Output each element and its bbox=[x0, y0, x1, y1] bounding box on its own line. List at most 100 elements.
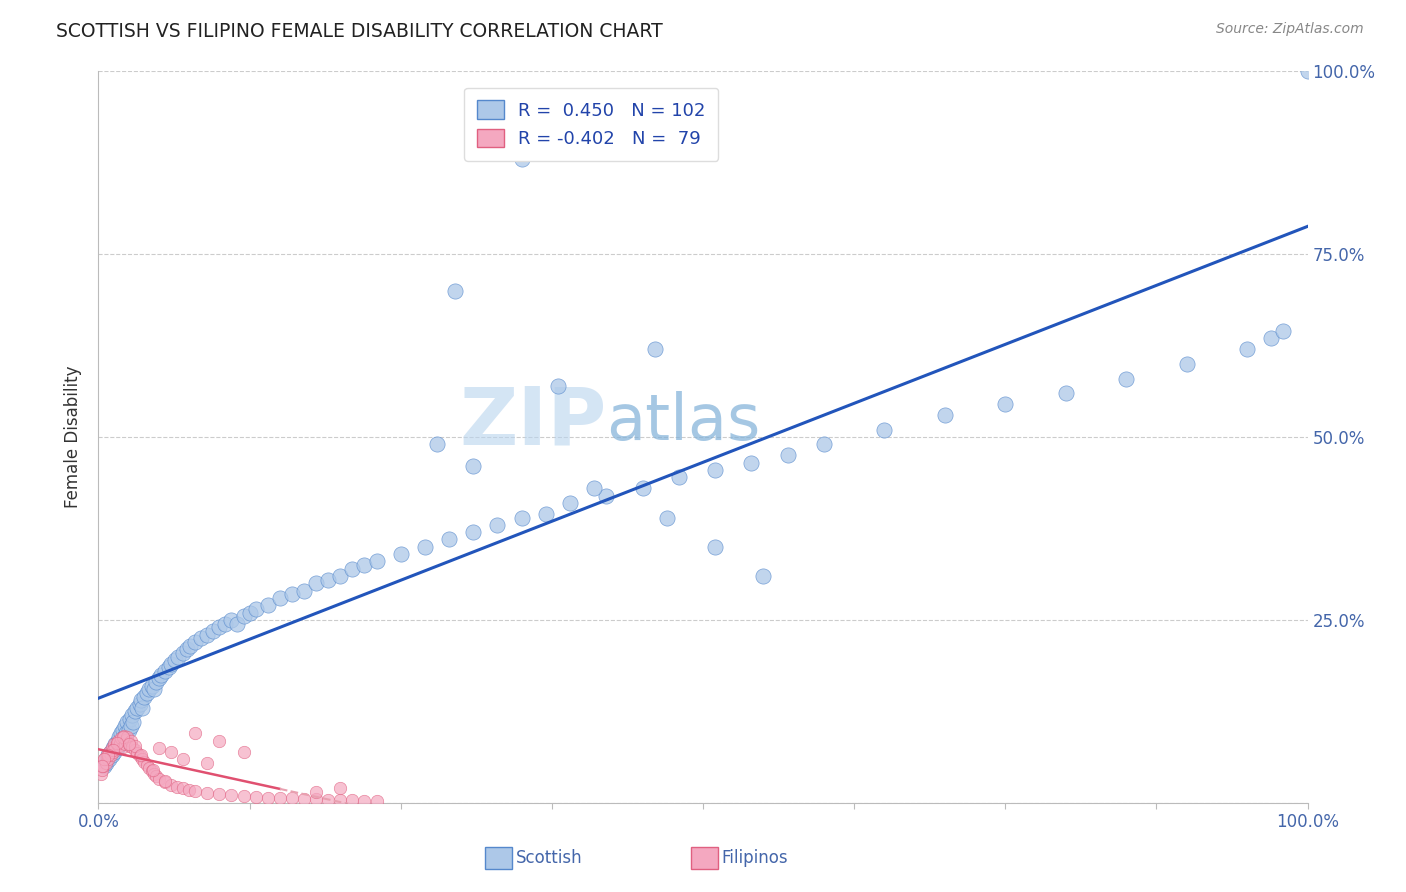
Point bbox=[256, 599, 278, 613]
Point bbox=[245, 789, 267, 804]
Point bbox=[141, 764, 163, 778]
Point bbox=[256, 790, 278, 805]
Point bbox=[122, 715, 145, 730]
Point bbox=[107, 733, 129, 747]
Point bbox=[100, 748, 122, 763]
Point bbox=[98, 745, 121, 759]
Point bbox=[1175, 357, 1198, 371]
Point bbox=[245, 602, 267, 616]
Point bbox=[366, 554, 388, 568]
Point bbox=[160, 745, 183, 759]
Point bbox=[463, 101, 485, 115]
Point bbox=[117, 730, 139, 744]
Point bbox=[124, 739, 146, 753]
Point bbox=[269, 791, 291, 805]
Point bbox=[97, 752, 120, 766]
Point bbox=[153, 773, 176, 788]
Point bbox=[101, 740, 124, 755]
Point bbox=[486, 517, 509, 532]
Point bbox=[353, 558, 375, 573]
FancyBboxPatch shape bbox=[485, 847, 512, 869]
Point bbox=[704, 463, 727, 477]
Point bbox=[172, 781, 194, 796]
Point bbox=[329, 569, 352, 583]
Point bbox=[389, 547, 412, 561]
Point bbox=[93, 752, 115, 766]
Point bbox=[305, 785, 328, 799]
Point bbox=[631, 481, 654, 495]
Point bbox=[131, 700, 153, 714]
Point bbox=[426, 437, 449, 451]
Point bbox=[329, 793, 352, 807]
Point bbox=[94, 756, 117, 770]
Point bbox=[195, 786, 218, 800]
Point bbox=[118, 737, 141, 751]
Point bbox=[1296, 64, 1319, 78]
Point bbox=[120, 719, 142, 733]
Point bbox=[129, 748, 152, 763]
Point bbox=[740, 456, 762, 470]
Text: Scottish: Scottish bbox=[516, 848, 582, 867]
Point bbox=[269, 591, 291, 605]
Point bbox=[127, 700, 149, 714]
Point bbox=[776, 448, 799, 462]
Point bbox=[329, 781, 352, 796]
Point bbox=[534, 507, 557, 521]
Point bbox=[111, 730, 134, 744]
Point bbox=[655, 510, 678, 524]
Point bbox=[107, 733, 129, 747]
Point bbox=[184, 726, 207, 740]
Point bbox=[118, 712, 141, 726]
Point bbox=[463, 459, 485, 474]
Point bbox=[208, 620, 231, 634]
Point bbox=[124, 705, 146, 719]
Point bbox=[226, 616, 249, 631]
Text: Filipinos: Filipinos bbox=[721, 848, 787, 867]
Point bbox=[232, 609, 254, 624]
Point bbox=[994, 397, 1017, 411]
Point bbox=[510, 152, 533, 166]
Point bbox=[167, 649, 190, 664]
Point bbox=[437, 533, 460, 547]
Point bbox=[510, 510, 533, 524]
Point bbox=[91, 759, 114, 773]
Point bbox=[148, 772, 170, 787]
Point bbox=[1272, 324, 1295, 338]
Point bbox=[157, 660, 180, 674]
Point bbox=[131, 752, 153, 766]
Point bbox=[138, 761, 160, 775]
Point bbox=[134, 690, 156, 704]
Point bbox=[117, 715, 139, 730]
Point bbox=[111, 740, 134, 755]
Text: atlas: atlas bbox=[606, 392, 761, 453]
Point bbox=[128, 697, 150, 711]
Point bbox=[342, 562, 364, 576]
Text: Source: ZipAtlas.com: Source: ZipAtlas.com bbox=[1216, 22, 1364, 37]
Point bbox=[208, 733, 231, 747]
Point bbox=[1236, 343, 1258, 357]
Point bbox=[142, 763, 165, 777]
Point bbox=[98, 752, 121, 766]
Point bbox=[239, 606, 262, 620]
Point bbox=[176, 642, 198, 657]
Point bbox=[232, 745, 254, 759]
Point bbox=[668, 470, 690, 484]
Point bbox=[1260, 331, 1282, 345]
Point bbox=[118, 736, 141, 750]
Point bbox=[115, 732, 138, 747]
Point bbox=[94, 756, 117, 770]
Point bbox=[172, 646, 194, 660]
Point bbox=[145, 769, 167, 783]
Point bbox=[112, 730, 135, 744]
Point bbox=[105, 736, 128, 750]
Point bbox=[153, 775, 176, 789]
Point bbox=[281, 791, 304, 805]
Point bbox=[100, 740, 122, 755]
Point bbox=[96, 748, 118, 763]
Point bbox=[195, 756, 218, 770]
Point bbox=[112, 729, 135, 743]
Point bbox=[292, 792, 315, 806]
Point bbox=[873, 423, 896, 437]
Point bbox=[100, 745, 122, 759]
Point bbox=[124, 743, 146, 757]
